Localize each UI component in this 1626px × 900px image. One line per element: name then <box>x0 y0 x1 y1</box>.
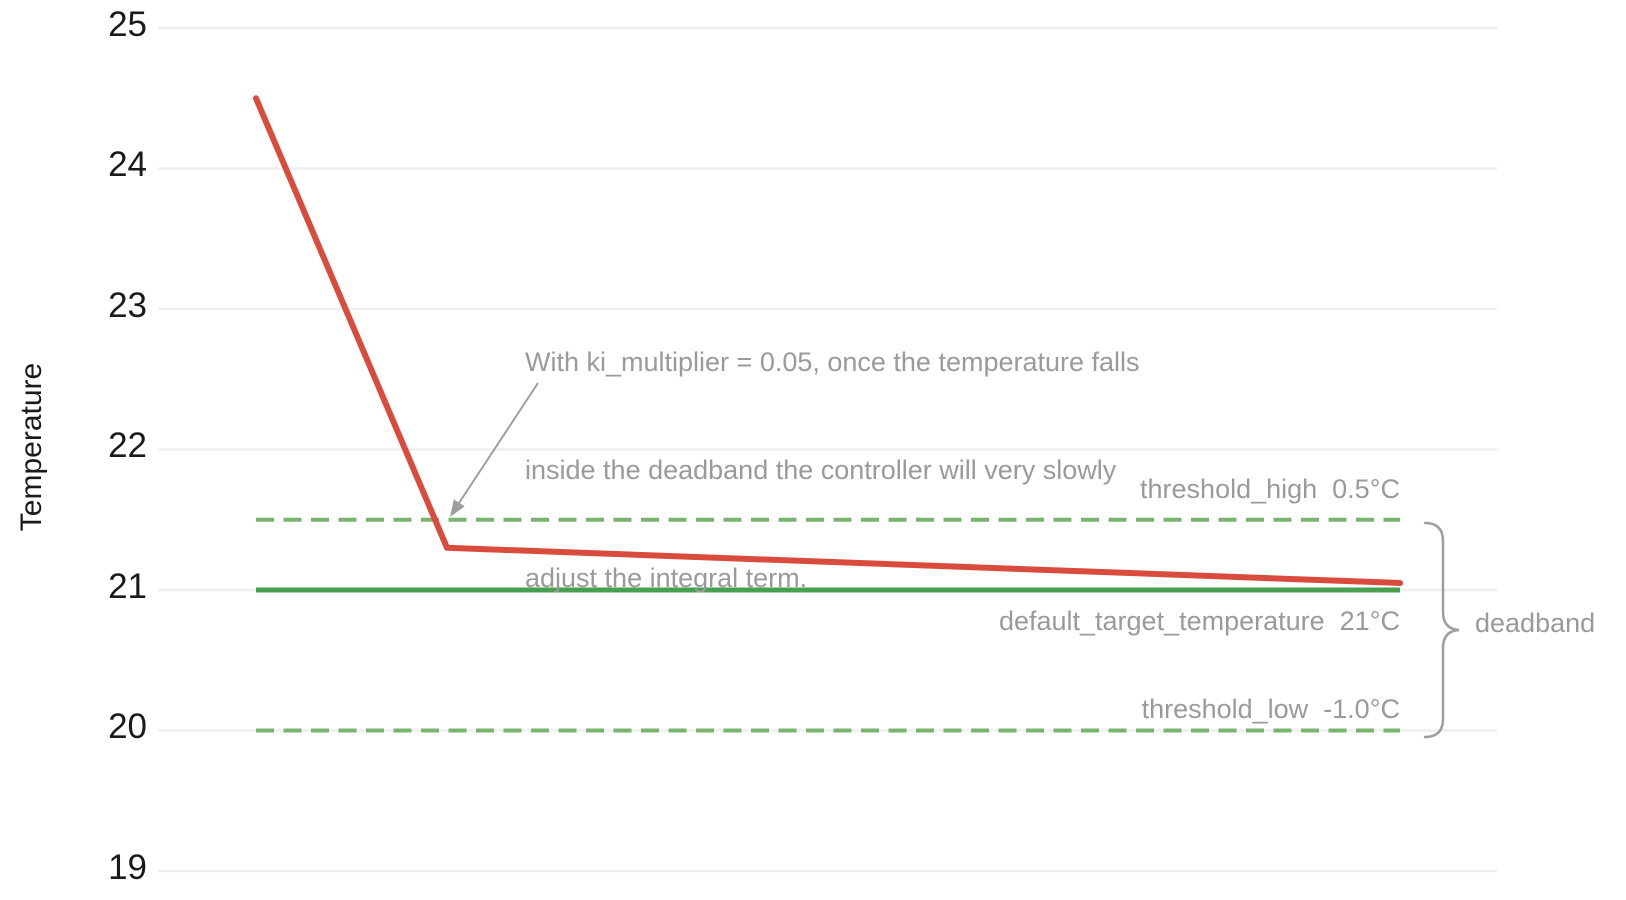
y-tick-label-20: 20 <box>108 707 147 746</box>
arrowhead-icon <box>450 499 465 517</box>
temperature-series-line <box>253 95 1403 586</box>
threshold-high-label: threshold_high 0.5°C <box>1140 474 1400 504</box>
threshold-low-label: threshold_low -1.0°C <box>1141 694 1400 724</box>
arrow-line <box>458 382 539 504</box>
default-target-temperature-label: default_target_temperature 21°C <box>998 606 1400 636</box>
y-tick-label-22: 22 <box>108 426 147 465</box>
annotation-line-3: adjust the integral term. <box>525 563 808 593</box>
ki-multiplier-annotation: With ki_multiplier = 0.05, once the temp… <box>525 272 1140 668</box>
y-tick-label-21: 21 <box>108 567 147 606</box>
annotation-line-1: With ki_multiplier = 0.05, once the temp… <box>525 347 1140 377</box>
y-tick-label-23: 23 <box>108 286 147 325</box>
y-tick-label-25: 25 <box>108 5 147 44</box>
deadband-brace <box>1423 521 1460 739</box>
deadband-label: deadband <box>1475 608 1596 638</box>
annotation-line-2: inside the deadband the controller will … <box>525 455 1117 485</box>
annotation-arrow <box>450 382 539 517</box>
y-tick-label-24: 24 <box>108 145 147 184</box>
y-tick-label-19: 19 <box>108 848 147 887</box>
reference-lines <box>256 517 1400 733</box>
